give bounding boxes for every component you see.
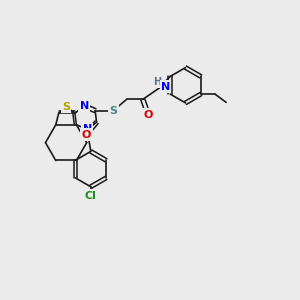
Text: S: S [110,106,117,116]
Text: O: O [81,130,91,140]
Text: H: H [154,77,162,87]
Text: S: S [62,102,70,112]
Text: O: O [143,110,153,120]
Text: N: N [80,101,89,111]
Text: N: N [82,124,92,134]
Text: Cl: Cl [85,190,97,201]
Text: N: N [161,82,170,92]
